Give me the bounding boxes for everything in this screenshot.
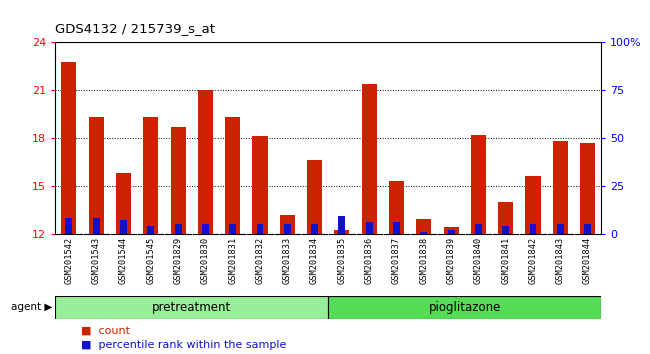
- Bar: [311, 224, 318, 234]
- Bar: [198, 90, 213, 234]
- Bar: [361, 84, 377, 234]
- Text: GDS4132 / 215739_s_at: GDS4132 / 215739_s_at: [55, 22, 215, 35]
- Bar: [120, 220, 127, 234]
- Bar: [525, 176, 541, 234]
- Bar: [257, 224, 263, 234]
- Text: GSM201831: GSM201831: [228, 237, 237, 284]
- Bar: [580, 143, 595, 234]
- Bar: [280, 215, 295, 234]
- Bar: [334, 230, 350, 234]
- Bar: [448, 230, 454, 234]
- Text: GSM201843: GSM201843: [556, 237, 565, 284]
- Text: agent ▶: agent ▶: [10, 302, 52, 312]
- Bar: [552, 141, 568, 234]
- Bar: [366, 222, 372, 234]
- Text: pretreatment: pretreatment: [152, 301, 231, 314]
- FancyBboxPatch shape: [328, 296, 601, 319]
- Text: GSM201837: GSM201837: [392, 237, 401, 284]
- Bar: [475, 224, 482, 234]
- Text: GSM201835: GSM201835: [337, 237, 346, 284]
- Bar: [88, 118, 104, 234]
- Bar: [393, 222, 400, 234]
- Bar: [229, 224, 236, 234]
- Bar: [471, 135, 486, 234]
- Text: GSM201836: GSM201836: [365, 237, 374, 284]
- Text: GSM201839: GSM201839: [447, 237, 456, 284]
- Bar: [116, 173, 131, 234]
- Text: GSM201834: GSM201834: [310, 237, 319, 284]
- Text: GSM201844: GSM201844: [583, 237, 592, 284]
- Bar: [421, 232, 427, 234]
- Text: GSM201545: GSM201545: [146, 237, 155, 284]
- Text: GSM201544: GSM201544: [119, 237, 128, 284]
- Bar: [502, 226, 509, 234]
- Bar: [416, 219, 432, 234]
- Text: GSM201833: GSM201833: [283, 237, 292, 284]
- Bar: [170, 127, 186, 234]
- Bar: [389, 181, 404, 234]
- Bar: [307, 160, 322, 234]
- Bar: [61, 62, 77, 234]
- Text: ■  percentile rank within the sample: ■ percentile rank within the sample: [81, 340, 287, 350]
- Text: GSM201830: GSM201830: [201, 237, 210, 284]
- Text: GSM201842: GSM201842: [528, 237, 538, 284]
- Text: pioglitazone: pioglitazone: [428, 301, 501, 314]
- Text: GSM201841: GSM201841: [501, 237, 510, 284]
- Text: GSM201838: GSM201838: [419, 237, 428, 284]
- Bar: [143, 118, 159, 234]
- FancyBboxPatch shape: [55, 296, 328, 319]
- Bar: [93, 218, 99, 234]
- Bar: [202, 224, 209, 234]
- Text: GSM201832: GSM201832: [255, 237, 265, 284]
- Bar: [339, 216, 345, 234]
- Bar: [148, 226, 154, 234]
- Bar: [284, 224, 291, 234]
- Bar: [498, 202, 514, 234]
- Bar: [175, 224, 181, 234]
- Bar: [443, 227, 459, 234]
- Bar: [225, 118, 240, 234]
- Bar: [530, 224, 536, 234]
- Bar: [66, 218, 72, 234]
- Bar: [557, 224, 564, 234]
- Text: GSM201829: GSM201829: [174, 237, 183, 284]
- Text: GSM201543: GSM201543: [92, 237, 101, 284]
- Bar: [252, 136, 268, 234]
- Text: ■  count: ■ count: [81, 326, 130, 336]
- Bar: [584, 224, 591, 234]
- Text: GSM201840: GSM201840: [474, 237, 483, 284]
- Text: GSM201542: GSM201542: [64, 237, 73, 284]
